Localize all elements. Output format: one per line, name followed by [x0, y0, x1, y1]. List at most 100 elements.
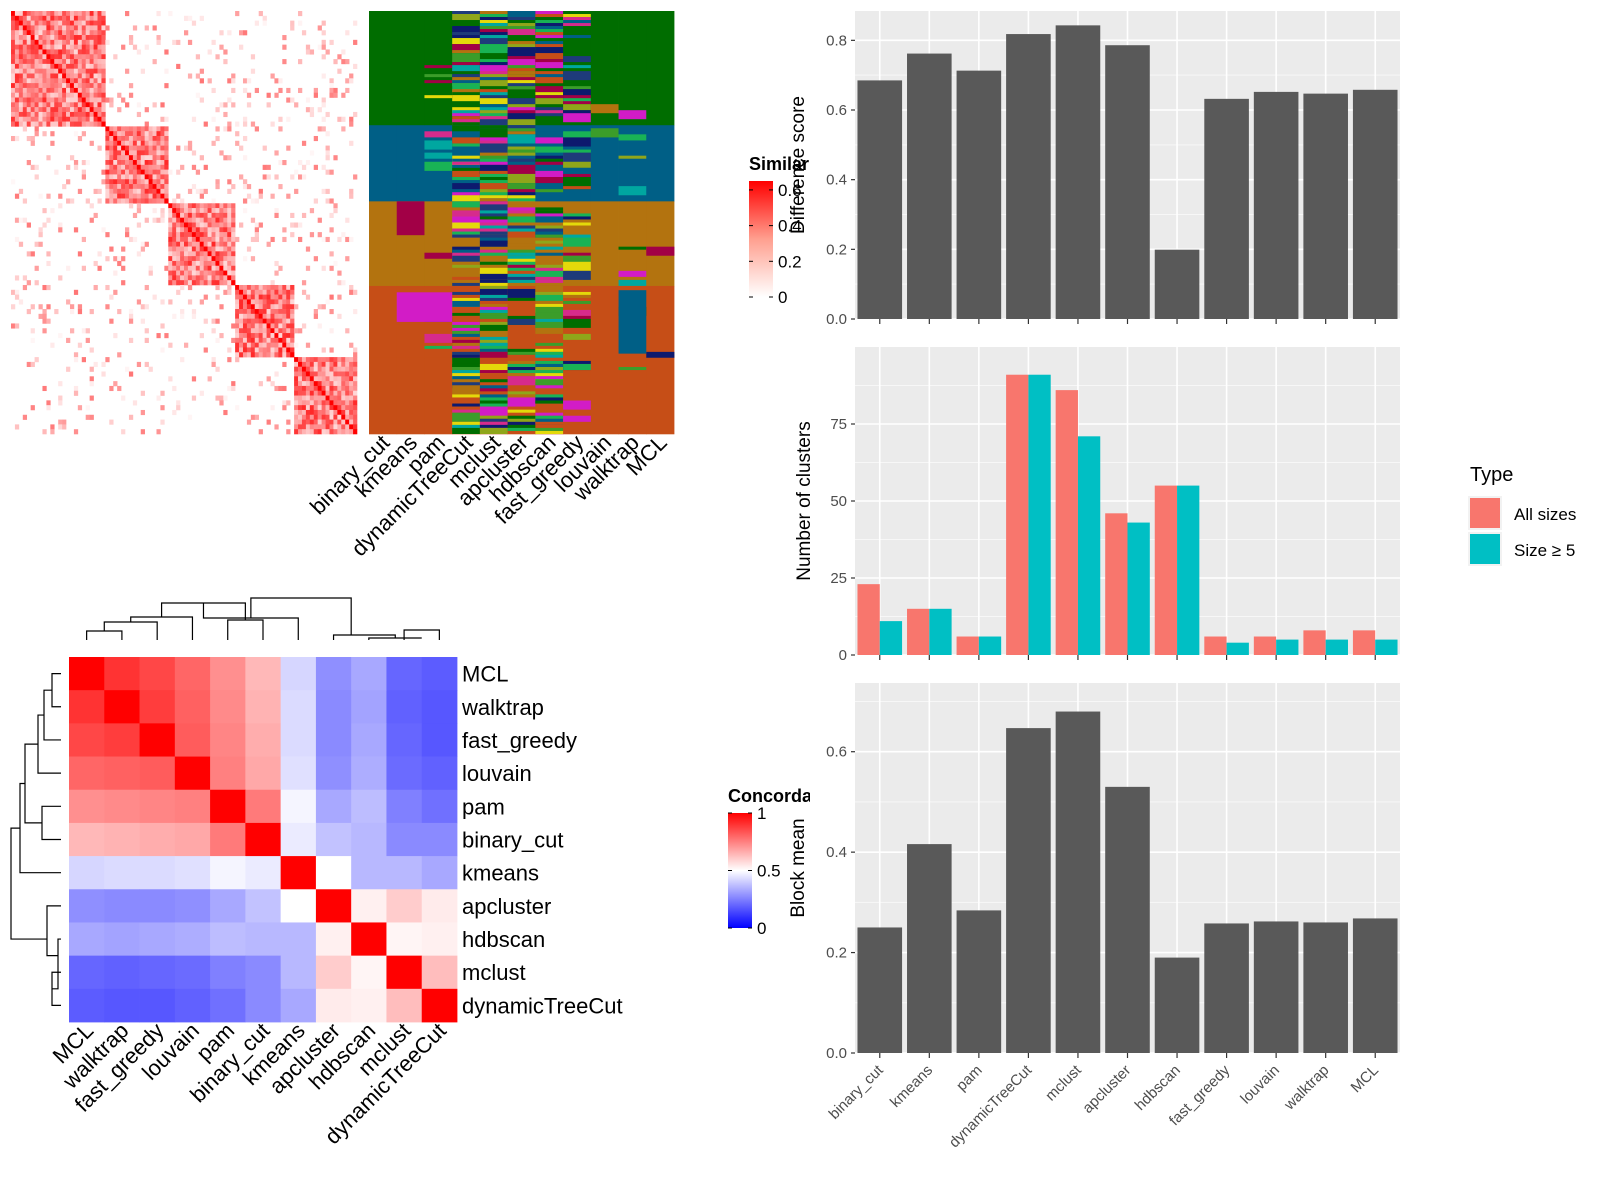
similarity-cell	[77, 102, 83, 108]
similarity-cell	[46, 121, 51, 127]
similarity-cell	[274, 289, 279, 295]
similarity-cell	[239, 313, 244, 319]
similarity-cell	[176, 400, 181, 406]
dendrogram-branch	[10, 827, 47, 940]
similarity-cell	[191, 203, 197, 209]
similarity-cell	[305, 366, 311, 372]
similarity-cell	[26, 83, 31, 89]
similarity-cell	[345, 328, 350, 334]
similarity-cell	[309, 208, 315, 214]
similarity-cell	[89, 73, 94, 79]
similarity-cell	[105, 135, 110, 142]
similarity-cell	[254, 299, 259, 305]
similarity-cell	[30, 20, 35, 26]
similarity-cell	[349, 409, 354, 416]
similarity-cell	[180, 313, 185, 319]
similarity-cell	[89, 395, 94, 401]
similarity-cell	[191, 395, 197, 401]
assignment-stripe	[507, 391, 536, 395]
similarity-cell	[329, 39, 334, 45]
similarity-cell	[231, 260, 236, 267]
bar-fast-greedy-all-sizes	[1204, 636, 1227, 655]
similarity-cell	[254, 20, 259, 26]
similarity-cell	[266, 347, 271, 353]
similarity-cell	[164, 49, 169, 55]
similarity-cell	[117, 352, 122, 358]
concordance-cell-walktrap-kmeans	[280, 690, 317, 724]
assignment-stripe	[535, 62, 564, 69]
concordance-cell-dynamictreecut-hdbscan	[351, 988, 387, 1023]
similarity-cell	[66, 11, 71, 17]
bar-fast-greedy-size-5	[1226, 642, 1249, 655]
bar-hdbscan-all-sizes	[1154, 485, 1178, 655]
similarity-cell	[321, 385, 326, 392]
similarity-cell	[164, 145, 169, 151]
similarity-cell	[85, 54, 90, 60]
similarity-cell	[168, 270, 173, 276]
assignment-block	[590, 201, 619, 287]
similarity-cell	[77, 63, 83, 69]
similarity-cell	[26, 11, 31, 17]
similarity-cell	[242, 323, 248, 329]
similarity-cell	[46, 30, 51, 36]
similarity-cell	[282, 313, 287, 319]
similarity-cell	[353, 20, 358, 26]
similarity-cell	[160, 145, 165, 151]
similarity-cell	[117, 169, 122, 175]
concordance-cell-louvain-fast-greedy	[139, 756, 176, 791]
similarity-cell	[321, 361, 326, 368]
similarity-cell	[97, 111, 102, 118]
similarity-cell	[239, 174, 244, 180]
assignment-stripe	[563, 161, 592, 168]
assignment-stripe	[507, 59, 536, 69]
similarity-cell	[85, 160, 90, 166]
concordance-cell-pam-kmeans	[280, 789, 317, 824]
similarity-cell	[164, 265, 169, 271]
similarity-cell	[85, 59, 90, 65]
similarity-cell	[168, 275, 173, 281]
similarity-cell	[54, 87, 59, 94]
concordance-cell-dynamictreecut-fast-greedy	[139, 988, 176, 1023]
similarity-cell	[199, 270, 204, 276]
similarity-cell	[317, 405, 322, 411]
similarity-cell	[34, 265, 39, 271]
similarity-cell	[270, 193, 275, 199]
similarity-cell	[317, 371, 322, 377]
similarity-cell	[93, 63, 98, 69]
similarity-cell	[317, 390, 322, 396]
similarity-cell	[353, 63, 358, 69]
similarity-cell	[242, 309, 248, 315]
similarity-cell	[109, 169, 114, 175]
similarity-cell	[345, 429, 350, 435]
assignment-stripe	[563, 71, 592, 81]
similarity-cell	[140, 318, 145, 324]
assignment-stripe	[479, 306, 509, 310]
similarity-cell	[14, 83, 20, 89]
assignment-stripe	[507, 300, 536, 307]
similarity-cell	[309, 111, 315, 118]
similarity-cell	[341, 92, 346, 98]
similarity-cell	[66, 97, 71, 103]
similarity-cell	[160, 390, 165, 396]
similarity-cell	[203, 222, 208, 228]
similarity-cell	[113, 270, 118, 276]
assignment-stripe	[535, 11, 564, 18]
assignment-stripe	[563, 415, 592, 422]
similarity-cell	[294, 400, 299, 406]
similarity-cell	[191, 280, 197, 286]
similarity-cell	[258, 328, 263, 334]
similarity-cell	[337, 68, 342, 74]
x-tick-label-louvain: louvain	[1237, 1062, 1283, 1108]
similarity-cell	[46, 49, 51, 55]
similarity-cell	[313, 385, 318, 392]
similarity-cell	[121, 164, 126, 170]
similarity-cell	[18, 68, 24, 74]
similarity-cell	[11, 68, 16, 74]
assignment-stripe	[479, 427, 509, 434]
similarity-cell	[191, 246, 197, 252]
similarity-cell	[184, 236, 189, 243]
assignment-stripe	[563, 400, 592, 410]
similarity-cell	[46, 68, 51, 74]
similarity-cell	[219, 246, 224, 252]
